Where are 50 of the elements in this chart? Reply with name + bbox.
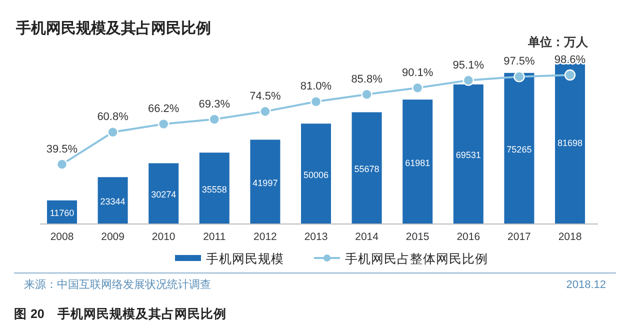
x-tick-label: 2010 <box>152 231 176 243</box>
point <box>514 71 525 82</box>
x-tick-label: 2012 <box>254 231 278 243</box>
point <box>412 82 424 94</box>
x-tick-label: 2013 <box>304 231 328 243</box>
data-label: 61981 <box>405 158 430 168</box>
data-label: 11760 <box>50 208 74 218</box>
data-label: 50006 <box>303 170 329 180</box>
data-label: 35558 <box>202 184 227 194</box>
data-label: 41997 <box>252 178 278 188</box>
data-label: 81.0% <box>300 80 332 93</box>
point <box>56 158 68 170</box>
data-label: 23344 <box>100 196 126 207</box>
data-label: 95.1% <box>452 59 484 72</box>
x-tick-label: 2015 <box>406 231 430 243</box>
data-label: 39.5% <box>46 143 78 156</box>
data-label: 75265 <box>506 144 532 154</box>
point <box>260 106 271 118</box>
data-label: 69.3% <box>198 98 230 110</box>
x-tick-label: 2017 <box>508 231 532 243</box>
data-label: 81698 <box>557 138 583 148</box>
data-label: 30274 <box>151 190 176 200</box>
data-label: 74.5% <box>250 90 282 102</box>
x-tick-label: 2008 <box>50 231 74 243</box>
x-tick-label: 2016 <box>456 231 480 243</box>
point <box>462 74 474 86</box>
source-note: 来源：中国互联网络发展状况统计调查 <box>24 278 211 291</box>
data-label: 66.2% <box>148 102 180 115</box>
point <box>208 114 220 125</box>
point <box>361 88 372 100</box>
data-label: 55678 <box>354 164 380 174</box>
point <box>310 96 322 108</box>
x-tick-label: 2011 <box>203 231 226 243</box>
text: 2018.12 <box>566 279 606 291</box>
data-label: 69531 <box>456 150 481 160</box>
data-label: 85.8% <box>351 73 383 86</box>
legend-label: 手机网民规模 <box>206 252 284 266</box>
chart-title: 手机网民规模及其占网民比例 <box>15 20 211 37</box>
x-tick-label: 2018 <box>558 231 582 243</box>
x-tick-label: 2009 <box>101 231 125 243</box>
data-label: 97.5% <box>504 56 536 68</box>
point <box>158 118 170 130</box>
caption: 图 20 手机网民规模及其占网民比例 <box>14 306 226 321</box>
x-tick-label: 2014 <box>355 231 379 243</box>
y-axis-title: 单位：万人 <box>527 35 589 49</box>
data-label: 60.8% <box>97 111 129 124</box>
point <box>107 126 118 138</box>
data-label: 90.1% <box>402 66 434 79</box>
point <box>564 69 576 81</box>
legend-label: 手机网民占整体网民比例 <box>345 252 488 266</box>
